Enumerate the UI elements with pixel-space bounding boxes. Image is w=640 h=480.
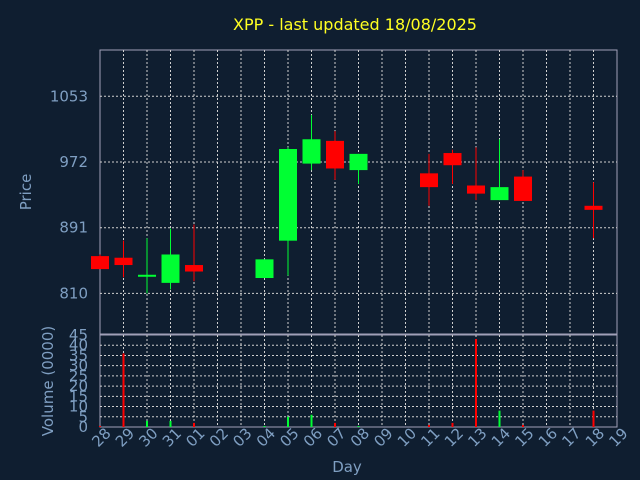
x-tick-label: 04 xyxy=(253,424,279,450)
x-tick-label: 01 xyxy=(182,424,208,450)
x-tick-label: 09 xyxy=(370,424,396,450)
volume-bar xyxy=(99,425,101,427)
candle-body xyxy=(279,148,297,241)
volume-tick-label: 30 xyxy=(69,357,88,375)
volume-tick-label: 5 xyxy=(78,408,88,426)
x-tick-label: 05 xyxy=(276,424,302,450)
candle-body xyxy=(349,153,368,171)
x-tick-label: 31 xyxy=(159,424,185,450)
candle-body xyxy=(514,176,532,201)
x-tick-label: 06 xyxy=(300,424,326,450)
x-tick-label: 03 xyxy=(229,424,255,450)
volume-bar xyxy=(122,353,125,427)
x-tick-label: 19 xyxy=(605,424,631,450)
x-tick-label: 08 xyxy=(347,424,373,450)
candle-body xyxy=(161,254,180,283)
volume-bar xyxy=(428,424,430,427)
price-axis-label: Price xyxy=(17,174,35,211)
candle-body xyxy=(420,173,438,188)
candle-body xyxy=(185,265,203,272)
candle-body xyxy=(467,185,485,194)
volume-tick-label: 25 xyxy=(69,367,88,385)
volume-bar xyxy=(334,422,336,427)
volume-tick-label: 10 xyxy=(69,398,88,416)
volume-tick-label: 0 xyxy=(78,418,88,436)
volume-bar xyxy=(193,422,195,427)
candle-body xyxy=(114,257,133,266)
volume-bar xyxy=(169,420,172,427)
volume-tick-label: 40 xyxy=(69,336,88,354)
volume-tick-label: 15 xyxy=(69,387,88,405)
price-tick-label: 972 xyxy=(59,153,88,171)
x-tick-label: 29 xyxy=(112,424,138,450)
candle-body xyxy=(138,274,156,277)
volume-bar xyxy=(146,420,148,427)
x-tick-label: 12 xyxy=(441,424,467,450)
price-tick-label: 810 xyxy=(59,284,88,302)
price-tick-label: 1053 xyxy=(50,87,88,105)
x-tick-label: 15 xyxy=(511,424,537,450)
x-tick-label: 13 xyxy=(464,424,490,450)
volume-bar xyxy=(475,339,477,427)
candle-body xyxy=(443,153,462,166)
volume-bar xyxy=(310,414,313,427)
price-tick-label: 891 xyxy=(59,219,88,237)
price-panel: 810 891 972 1053 xyxy=(50,49,618,335)
volume-bar xyxy=(522,424,524,427)
volume-bar xyxy=(451,422,454,427)
volume-bar xyxy=(287,416,289,427)
candle-body xyxy=(490,187,509,201)
candle-body xyxy=(326,140,344,169)
x-tick-labels: 2829303101020304050607080910111213141516… xyxy=(88,424,631,450)
volume-bar xyxy=(357,425,360,427)
x-tick-label: 17 xyxy=(558,424,584,450)
candle-body xyxy=(91,256,109,270)
volume-bar xyxy=(498,410,501,427)
x-tick-label: 30 xyxy=(135,424,161,450)
volume-bar xyxy=(592,410,595,427)
volume-tick-label: 35 xyxy=(69,346,88,364)
x-tick-label: 11 xyxy=(417,424,443,450)
candle-body xyxy=(584,205,603,210)
x-tick-label: 07 xyxy=(323,424,349,450)
volume-axis-label: Volume (0000) xyxy=(39,326,57,436)
x-tick-label: 16 xyxy=(535,424,561,450)
x-tick-label: 28 xyxy=(88,424,114,450)
volume-tick-label: 20 xyxy=(69,377,88,395)
volume-bar xyxy=(263,425,266,427)
day-axis-label: Day xyxy=(332,458,362,476)
candle-body xyxy=(302,139,321,164)
volume-tick-label: 45 xyxy=(69,326,88,344)
x-tick-label: 18 xyxy=(582,424,608,450)
x-tick-label: 14 xyxy=(488,424,514,450)
candle-body xyxy=(255,259,274,279)
x-tick-label: 10 xyxy=(394,424,420,450)
chart-title: XPP - last updated 18/08/2025 xyxy=(233,15,477,34)
x-tick-label: 02 xyxy=(206,424,232,450)
